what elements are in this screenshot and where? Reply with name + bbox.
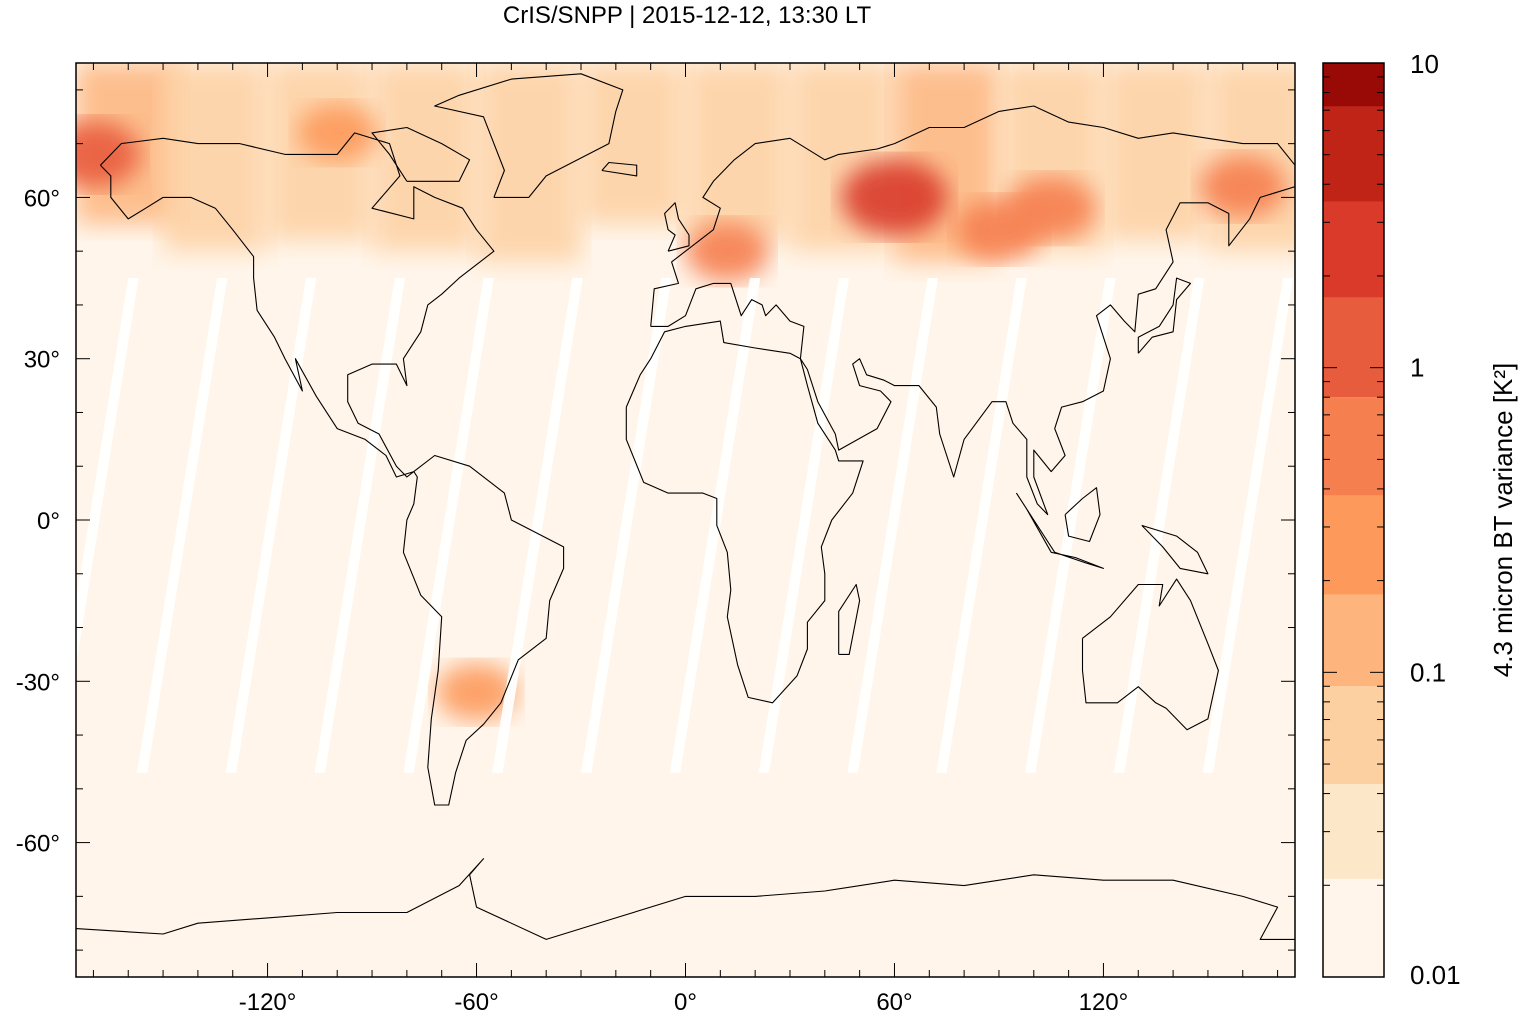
y-tick-label-0: 60° xyxy=(24,185,60,212)
coastline-baffin xyxy=(371,126,471,182)
x-tick-label-0: -120° xyxy=(239,989,297,1016)
variance-band-4 xyxy=(476,63,582,262)
variance-hotspot-4 xyxy=(76,120,141,188)
axis-ticks xyxy=(76,63,1295,977)
colorbar-swatch-8 xyxy=(1323,106,1384,202)
coastline-greenland xyxy=(434,73,624,198)
x-tick-label-4: 120° xyxy=(1079,989,1129,1016)
orbit-gap-1 xyxy=(136,278,228,773)
variance-hotspot-3 xyxy=(1199,155,1287,218)
colorbar-tick-label-0: 10 xyxy=(1410,49,1439,79)
variance-hotspot-2 xyxy=(955,198,1043,261)
colorbar-swatch-9 xyxy=(1323,63,1384,107)
y-tick-label-3: -30° xyxy=(16,669,60,696)
colorbar-swatch-4 xyxy=(1323,495,1384,595)
variance-band-11 xyxy=(1207,63,1295,252)
colorbar-frame xyxy=(1322,62,1385,978)
orbit-gap-7 xyxy=(669,278,761,773)
variance-band-3 xyxy=(372,63,477,252)
coastline-antarctica xyxy=(76,858,1295,940)
colorbar-swatch-2 xyxy=(1323,686,1384,785)
coastline-iceland xyxy=(601,161,638,177)
colorbar-swatch-0 xyxy=(1323,878,1384,977)
colorbar-swatch-1 xyxy=(1323,784,1384,879)
colorbar-swatch-6 xyxy=(1323,297,1384,398)
variance-band-6 xyxy=(685,63,790,241)
orbit-gap-12 xyxy=(1113,278,1205,773)
orbit-gap-8 xyxy=(758,278,850,773)
orbit-gap-6 xyxy=(581,278,672,773)
variance-hotspot-7 xyxy=(296,104,378,162)
map-title: CrIS/SNPP | 2015-12-12, 13:30 LT xyxy=(502,2,872,29)
y-tick-label-4: -60° xyxy=(16,831,60,858)
coastline-indonesia xyxy=(1015,492,1104,569)
colorbar-tick-label-3: 0.01 xyxy=(1410,960,1461,990)
orbit-gap-4 xyxy=(403,278,494,773)
variance-band-1 xyxy=(163,63,268,252)
colorbar-title: 4.3 micron BT variance [K²] xyxy=(1488,363,1518,678)
coastline-south-america xyxy=(402,454,565,806)
orbit-gap-11 xyxy=(1025,278,1116,773)
orbit-gap-5 xyxy=(492,278,583,773)
colorbar-swatch-7 xyxy=(1323,201,1384,298)
coastline-australia xyxy=(1081,578,1219,731)
coastline-new-guinea xyxy=(1141,524,1209,575)
coastline-borneo xyxy=(1064,487,1101,543)
coastline-africa xyxy=(625,320,864,704)
orbit-gap-0 xyxy=(76,278,139,666)
variance-field xyxy=(76,63,1295,721)
x-tick-label-3: 60° xyxy=(876,989,912,1016)
orbit-gaps xyxy=(76,278,1294,773)
orbit-gap-13 xyxy=(1202,278,1294,773)
colorbar-swatch-3 xyxy=(1323,594,1384,687)
orbit-gap-9 xyxy=(847,278,939,773)
variance-hotspot-6 xyxy=(685,221,770,282)
variance-band-10 xyxy=(1103,63,1208,241)
map-plot-area xyxy=(76,63,1295,977)
coastline-madagascar xyxy=(838,583,861,655)
colorbar-swatch-5 xyxy=(1323,397,1384,496)
coastlines xyxy=(76,73,1295,940)
orbit-gap-2 xyxy=(225,278,317,773)
colorbar-tick-label-1: 1 xyxy=(1410,353,1424,383)
orbit-gap-3 xyxy=(314,278,406,773)
x-tick-label-1: -60° xyxy=(454,989,498,1016)
coastline-japan xyxy=(1137,277,1192,354)
colorbar: 10 1 0.1 0.01 4.3 micron BT variance [K²] xyxy=(1322,49,1518,990)
colorbar-tick-label-2: 0.1 xyxy=(1410,657,1446,687)
variance-hotspot-0 xyxy=(841,159,948,236)
y-tick-label-1: 30° xyxy=(24,347,60,374)
variance-hotspot-5 xyxy=(436,663,517,721)
y-tick-label-2: 0° xyxy=(37,508,60,535)
coastline-uk xyxy=(664,202,690,252)
x-tick-label-2: 0° xyxy=(674,989,697,1016)
axis-tick-labels: -120° -60° 0° 60° 120° 60° 30° 0° -30° -60° xyxy=(16,185,1129,1016)
variance-band-5 xyxy=(581,63,686,225)
coastline-eurasia xyxy=(650,105,1295,516)
